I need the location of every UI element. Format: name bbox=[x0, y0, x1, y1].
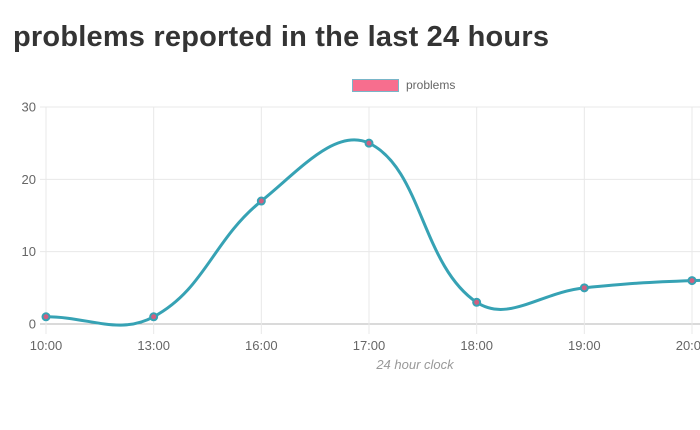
y-tick-label: 20 bbox=[22, 172, 36, 187]
x-tick-label: 10:00 bbox=[30, 338, 63, 353]
data-point-10:00 bbox=[41, 312, 51, 322]
x-tick-label: 13:00 bbox=[137, 338, 170, 353]
legend-label: problems bbox=[406, 78, 456, 92]
x-tick-label: 16:00 bbox=[245, 338, 278, 353]
data-point-20:00 bbox=[687, 276, 697, 286]
data-point-18:00 bbox=[472, 297, 482, 307]
data-point-13:00 bbox=[149, 312, 159, 322]
chart-title: problems reported in the last 24 hours bbox=[13, 21, 550, 53]
data-point-16:00 bbox=[256, 196, 266, 206]
y-tick-label: 30 bbox=[22, 100, 36, 115]
x-tick-label: 17:00 bbox=[353, 338, 386, 353]
legend-item-problems[interactable]: problems bbox=[352, 78, 455, 92]
x-tick-label: 19:00 bbox=[568, 338, 601, 353]
x-tick-label: 20:00 bbox=[676, 338, 700, 353]
x-axis-title: 24 hour clock bbox=[376, 357, 454, 372]
series-line-problems bbox=[45, 138, 700, 327]
data-point-17:00 bbox=[364, 138, 374, 148]
legend: problems bbox=[352, 78, 455, 92]
data-point-19:00 bbox=[579, 283, 589, 293]
y-tick-label: 0 bbox=[29, 317, 36, 332]
legend-swatch bbox=[352, 78, 399, 92]
y-tick-label: 10 bbox=[22, 244, 36, 259]
x-tick-label: 18:00 bbox=[460, 338, 493, 353]
